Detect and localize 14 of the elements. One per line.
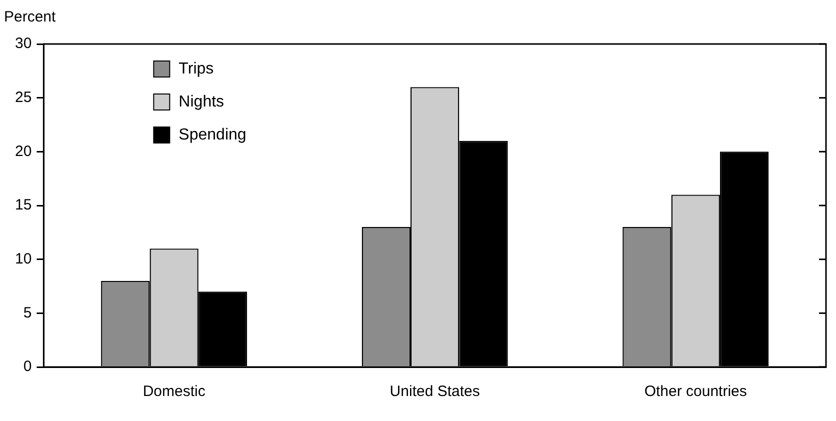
y-tick-label: 5 [23,304,32,322]
y-tick-label: 0 [23,358,32,376]
y-axis-title: Percent [4,8,57,26]
y-tick-label: 10 [14,250,32,268]
y-tick-label: 15 [14,196,32,214]
legend-label: Spending [178,126,246,144]
y-tick-label: 25 [14,88,32,106]
legend-label: Nights [178,93,224,110]
y-tick-label: 20 [14,142,32,160]
x-tick-label: Domestic [142,383,206,400]
legend-label: Trips [178,60,214,78]
y-tick-label: 30 [14,35,32,52]
x-tick-label: United States [390,383,480,400]
x-tick-label: Other countries [644,383,747,400]
